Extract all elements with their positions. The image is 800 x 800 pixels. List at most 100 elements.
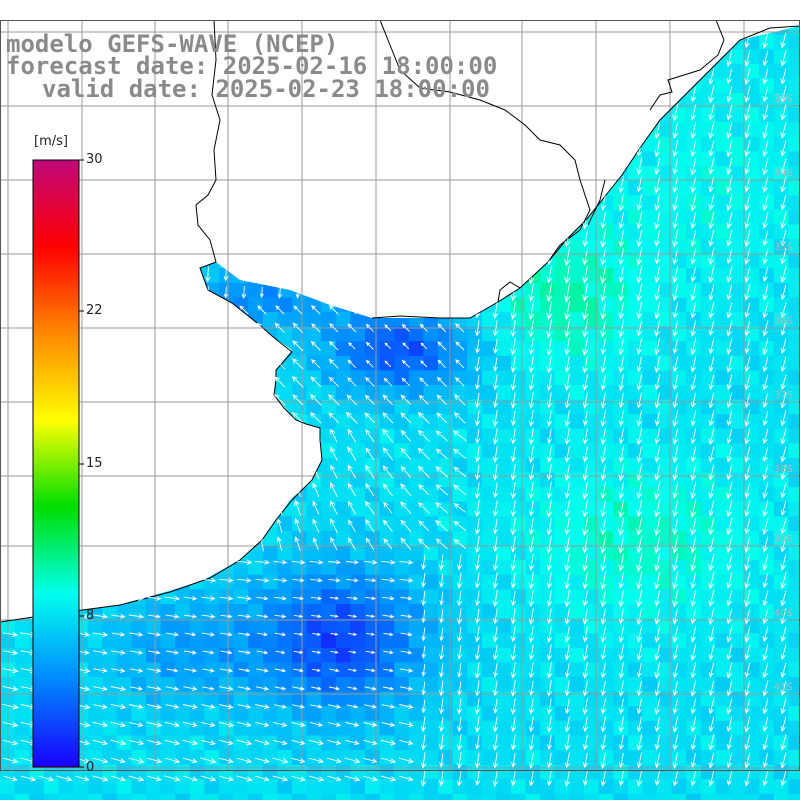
wind-speed-cell [335, 618, 351, 634]
wind-speed-cell [598, 107, 614, 123]
wind-arrow [762, 248, 769, 265]
wind-speed-cell [408, 662, 424, 678]
wind-arrow [384, 140, 391, 157]
wind-speed-cell [788, 764, 800, 780]
wind-arrow [258, 463, 265, 480]
wind-speed-cell [496, 691, 512, 707]
wind-speed-cell [569, 385, 585, 401]
wind-speed-cell [438, 166, 454, 182]
wind-speed-cell [452, 122, 468, 138]
wind-arrow [690, 266, 697, 283]
wind-arrow [438, 770, 445, 787]
wind-arrow [672, 662, 679, 679]
wind-arrow [277, 176, 283, 193]
wind-speed-cell [87, 355, 103, 371]
wind-speed-cell [233, 501, 249, 517]
wind-speed-cell [642, 78, 658, 94]
wind-speed-cell [730, 458, 746, 474]
wind-speed-cell [481, 779, 497, 795]
wind-arrow [582, 752, 589, 769]
coastline-segment [649, 19, 725, 111]
wind-speed-cell [175, 516, 191, 532]
wind-speed-cell [87, 385, 103, 401]
wind-speed-cell [671, 414, 687, 430]
wind-speed-cell [219, 589, 235, 605]
wind-speed-cell [219, 647, 235, 663]
wind-speed-cell [189, 472, 205, 488]
wind-speed-cell [277, 209, 293, 225]
wind-arrow [146, 757, 163, 764]
wind-speed-cell [335, 209, 351, 225]
wind-speed-cell [306, 341, 322, 357]
wind-speed-cell [408, 166, 424, 182]
wind-speed-cell [87, 720, 103, 736]
wind-arrow [2, 685, 19, 692]
wind-speed-cell [423, 385, 439, 401]
wind-speed-cell [657, 706, 673, 722]
coastline-segment [371, 315, 470, 319]
wind-speed-cell [204, 355, 220, 371]
wind-arrow [654, 698, 661, 715]
wind-arrow [219, 704, 234, 710]
wind-speed-cell [379, 633, 395, 649]
wind-speed-cell [29, 779, 45, 795]
wind-arrow [726, 104, 733, 121]
wind-arrow [600, 607, 607, 626]
wind-speed-cell [87, 691, 103, 707]
wind-arrow [439, 663, 445, 678]
wind-speed-cell [744, 253, 760, 269]
wind-arrow [187, 230, 193, 247]
wind-arrow [546, 734, 553, 751]
wind-arrow [528, 229, 535, 248]
wind-speed-cell [408, 399, 424, 415]
wind-speed-cell [116, 560, 132, 576]
wind-arrow [690, 716, 697, 733]
wind-speed-cell [116, 647, 132, 663]
wind-speed-cell [175, 428, 191, 444]
wind-speed-cell [262, 136, 278, 152]
wind-speed-cell [598, 501, 614, 517]
wind-speed-cell [14, 224, 30, 240]
wind-speed-cell [496, 706, 512, 722]
wind-speed-cell [671, 180, 687, 196]
wind-speed-cell [335, 297, 351, 313]
wind-arrow [510, 662, 517, 679]
wind-arrow [293, 305, 303, 315]
wind-speed-cell [116, 107, 132, 123]
wind-speed-cell [408, 764, 424, 780]
wind-arrow [654, 680, 661, 697]
wind-speed-cell [160, 195, 176, 211]
wind-arrow [436, 376, 447, 387]
wind-arrow [457, 626, 463, 643]
wind-speed-cell [496, 428, 512, 444]
wind-speed-cell [627, 49, 643, 65]
wind-speed-cell [788, 370, 800, 386]
wind-arrow [582, 86, 589, 103]
wind-arrow [2, 595, 19, 601]
wind-arrow [708, 517, 715, 536]
wind-speed-cell [569, 49, 585, 65]
wind-speed-cell [598, 487, 614, 503]
wind-speed-cell [438, 618, 454, 634]
wind-arrow [582, 571, 589, 590]
wind-speed-cell [598, 253, 614, 269]
wind-arrow [690, 211, 697, 230]
wind-arrow [346, 704, 359, 709]
wind-speed-cell [657, 341, 673, 357]
wind-speed-cell [730, 166, 746, 182]
wind-speed-cell [657, 633, 673, 649]
wind-arrow [726, 446, 733, 463]
wind-speed-cell [788, 618, 800, 634]
wind-arrow [708, 770, 715, 787]
wind-speed-cell [379, 589, 395, 605]
wind-speed-cell [584, 166, 600, 182]
wind-speed-cell [262, 472, 278, 488]
wind-speed-cell [511, 793, 527, 800]
wind-arrow [400, 429, 411, 442]
wind-arrow [546, 553, 553, 572]
wind-speed-cell [102, 312, 118, 328]
wind-arrow [564, 122, 571, 139]
wind-arrow [600, 589, 607, 608]
wind-arrow [255, 775, 270, 782]
wind-speed-cell [569, 253, 585, 269]
